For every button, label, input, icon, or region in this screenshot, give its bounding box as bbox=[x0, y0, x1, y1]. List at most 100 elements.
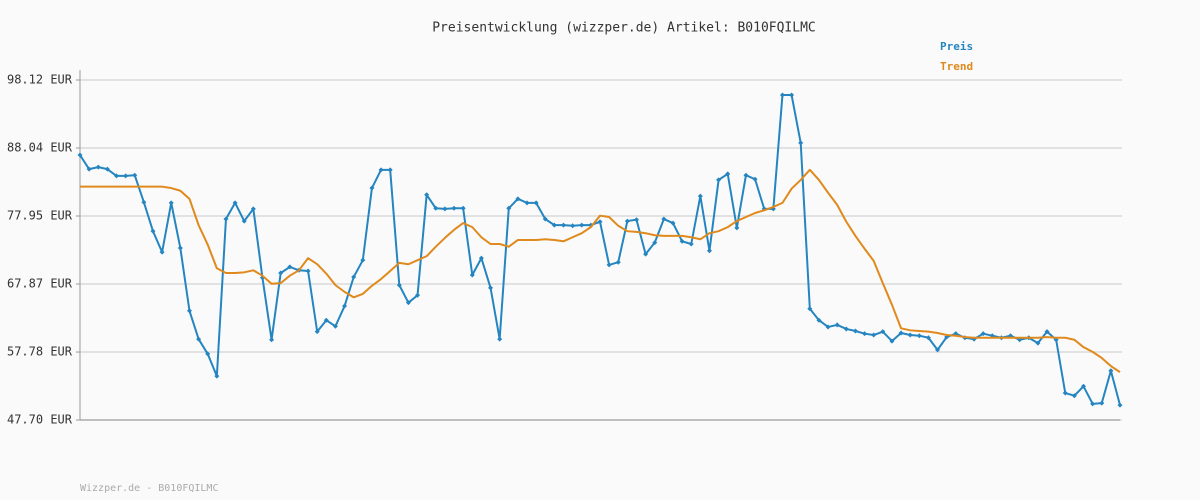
legend-entry: Preis bbox=[940, 40, 973, 53]
data-point bbox=[807, 306, 813, 312]
data-point bbox=[1117, 402, 1123, 408]
data-point bbox=[369, 185, 375, 191]
data-point bbox=[843, 326, 849, 332]
data-point bbox=[597, 219, 603, 225]
data-point bbox=[652, 240, 658, 246]
y-tick-label: 98.12 EUR bbox=[7, 73, 73, 87]
data-point bbox=[697, 193, 703, 199]
data-point bbox=[980, 331, 986, 337]
data-point bbox=[442, 206, 448, 212]
data-point bbox=[241, 218, 247, 224]
data-point bbox=[1090, 401, 1096, 407]
data-point bbox=[825, 324, 831, 330]
data-point bbox=[1071, 393, 1077, 399]
data-point bbox=[935, 347, 941, 353]
data-point bbox=[615, 259, 621, 265]
y-tick-label: 88.04 EUR bbox=[7, 140, 73, 154]
data-point bbox=[907, 332, 913, 338]
data-point bbox=[469, 272, 475, 278]
data-point bbox=[606, 262, 612, 268]
data-point bbox=[1099, 400, 1105, 406]
data-point bbox=[305, 268, 311, 274]
data-point bbox=[706, 248, 712, 254]
data-point bbox=[1035, 340, 1041, 346]
data-point bbox=[789, 92, 795, 98]
data-point bbox=[168, 200, 174, 206]
legend-entry: Trend bbox=[940, 60, 973, 73]
data-point bbox=[542, 216, 548, 222]
y-tick-label: 67.87 EUR bbox=[7, 276, 73, 290]
data-point bbox=[561, 222, 567, 228]
data-point bbox=[323, 317, 329, 323]
data-point bbox=[433, 205, 439, 211]
data-point bbox=[314, 329, 320, 335]
data-point bbox=[515, 196, 521, 202]
data-point bbox=[460, 205, 466, 211]
data-point bbox=[889, 338, 895, 344]
data-point bbox=[624, 218, 630, 224]
data-point bbox=[278, 270, 284, 276]
data-point bbox=[871, 332, 877, 338]
data-point bbox=[132, 172, 138, 178]
data-point bbox=[104, 166, 110, 172]
data-point bbox=[925, 335, 931, 341]
data-point bbox=[752, 176, 758, 182]
data-point bbox=[834, 322, 840, 328]
data-point bbox=[360, 257, 366, 263]
data-point bbox=[798, 140, 804, 146]
data-point bbox=[633, 217, 639, 223]
data-point bbox=[862, 331, 868, 337]
data-point bbox=[898, 330, 904, 336]
data-point bbox=[661, 216, 667, 222]
data-point bbox=[177, 245, 183, 251]
data-point bbox=[1108, 368, 1114, 374]
data-point bbox=[287, 264, 293, 270]
data-point bbox=[533, 200, 539, 206]
data-point bbox=[196, 336, 202, 342]
chart-title: Preisentwicklung (wizzper.de) Artikel: B… bbox=[432, 21, 816, 36]
data-point bbox=[743, 172, 749, 178]
data-point bbox=[351, 274, 357, 280]
data-point bbox=[332, 323, 338, 329]
data-point bbox=[342, 303, 348, 309]
data-point bbox=[670, 220, 676, 226]
data-point bbox=[643, 251, 649, 257]
data-point bbox=[816, 317, 822, 323]
data-point bbox=[1062, 390, 1068, 396]
y-tick-label: 47.70 EUR bbox=[7, 413, 73, 427]
data-point bbox=[916, 333, 922, 339]
data-point bbox=[688, 241, 694, 247]
footer: Wizzper.de - B010FQILMC bbox=[80, 483, 218, 494]
data-point bbox=[113, 173, 119, 179]
data-point bbox=[95, 164, 101, 170]
data-point bbox=[186, 308, 192, 314]
data-point bbox=[123, 173, 129, 179]
data-point bbox=[478, 255, 484, 261]
data-point bbox=[679, 238, 685, 244]
data-point bbox=[269, 337, 275, 343]
data-point bbox=[378, 167, 384, 173]
data-point bbox=[214, 373, 220, 379]
data-point bbox=[734, 225, 740, 231]
data-point bbox=[1044, 329, 1050, 335]
data-point bbox=[86, 166, 92, 172]
data-point bbox=[852, 328, 858, 334]
data-point bbox=[77, 152, 83, 158]
data-point bbox=[725, 171, 731, 177]
data-point bbox=[232, 200, 238, 206]
data-point bbox=[506, 205, 512, 211]
data-point bbox=[880, 329, 886, 335]
data-point bbox=[415, 292, 421, 298]
data-point bbox=[405, 300, 411, 306]
data-point bbox=[223, 216, 229, 222]
data-point bbox=[424, 192, 430, 198]
data-point bbox=[579, 222, 585, 228]
data-point bbox=[524, 200, 530, 206]
data-point bbox=[159, 249, 165, 255]
data-point bbox=[716, 177, 722, 183]
data-point bbox=[551, 222, 557, 228]
data-point bbox=[1081, 383, 1087, 389]
data-point bbox=[205, 351, 211, 357]
